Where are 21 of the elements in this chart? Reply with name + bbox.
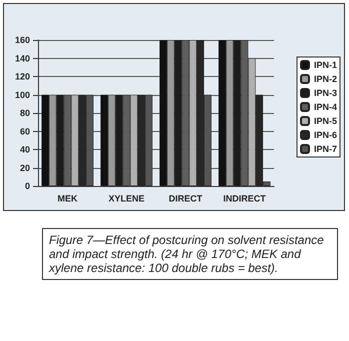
legend-label: IPN-3 — [314, 88, 338, 98]
y-tick-label: 120 — [14, 72, 30, 82]
y-tick-label: 160 — [14, 35, 30, 45]
y-tick-label: 140 — [14, 53, 30, 64]
x-tick-label: MEK — [58, 194, 78, 204]
legend-label: IPN-5 — [314, 116, 338, 126]
legend-label: IPN-1 — [314, 60, 338, 70]
y-tick-label: 20 — [20, 162, 30, 173]
x-tick-label: INDIRECT — [223, 194, 266, 204]
caption: Figure 7—Effect of postcuring on solvent resistance and impact strength. (24 hr @ 170°C; MEK and xylene resistance: 100 double rubs = best). — [49, 233, 325, 275]
y-tick-label: 60 — [20, 126, 30, 136]
legend-label: IPN-4 — [314, 102, 338, 112]
legend-label: IPN-2 — [314, 74, 338, 84]
y-tick-label: 100 — [14, 90, 30, 100]
y-tick-label: 80 — [20, 108, 30, 118]
legend-label: IPN-6 — [314, 130, 338, 140]
x-tick-label: XYLENE — [108, 194, 145, 204]
x-tick-label: DIRECT — [168, 194, 203, 204]
legend-label: IPN-7 — [314, 144, 338, 154]
y-tick-label: 0 — [24, 181, 30, 191]
y-tick-label: 40 — [20, 144, 30, 154]
